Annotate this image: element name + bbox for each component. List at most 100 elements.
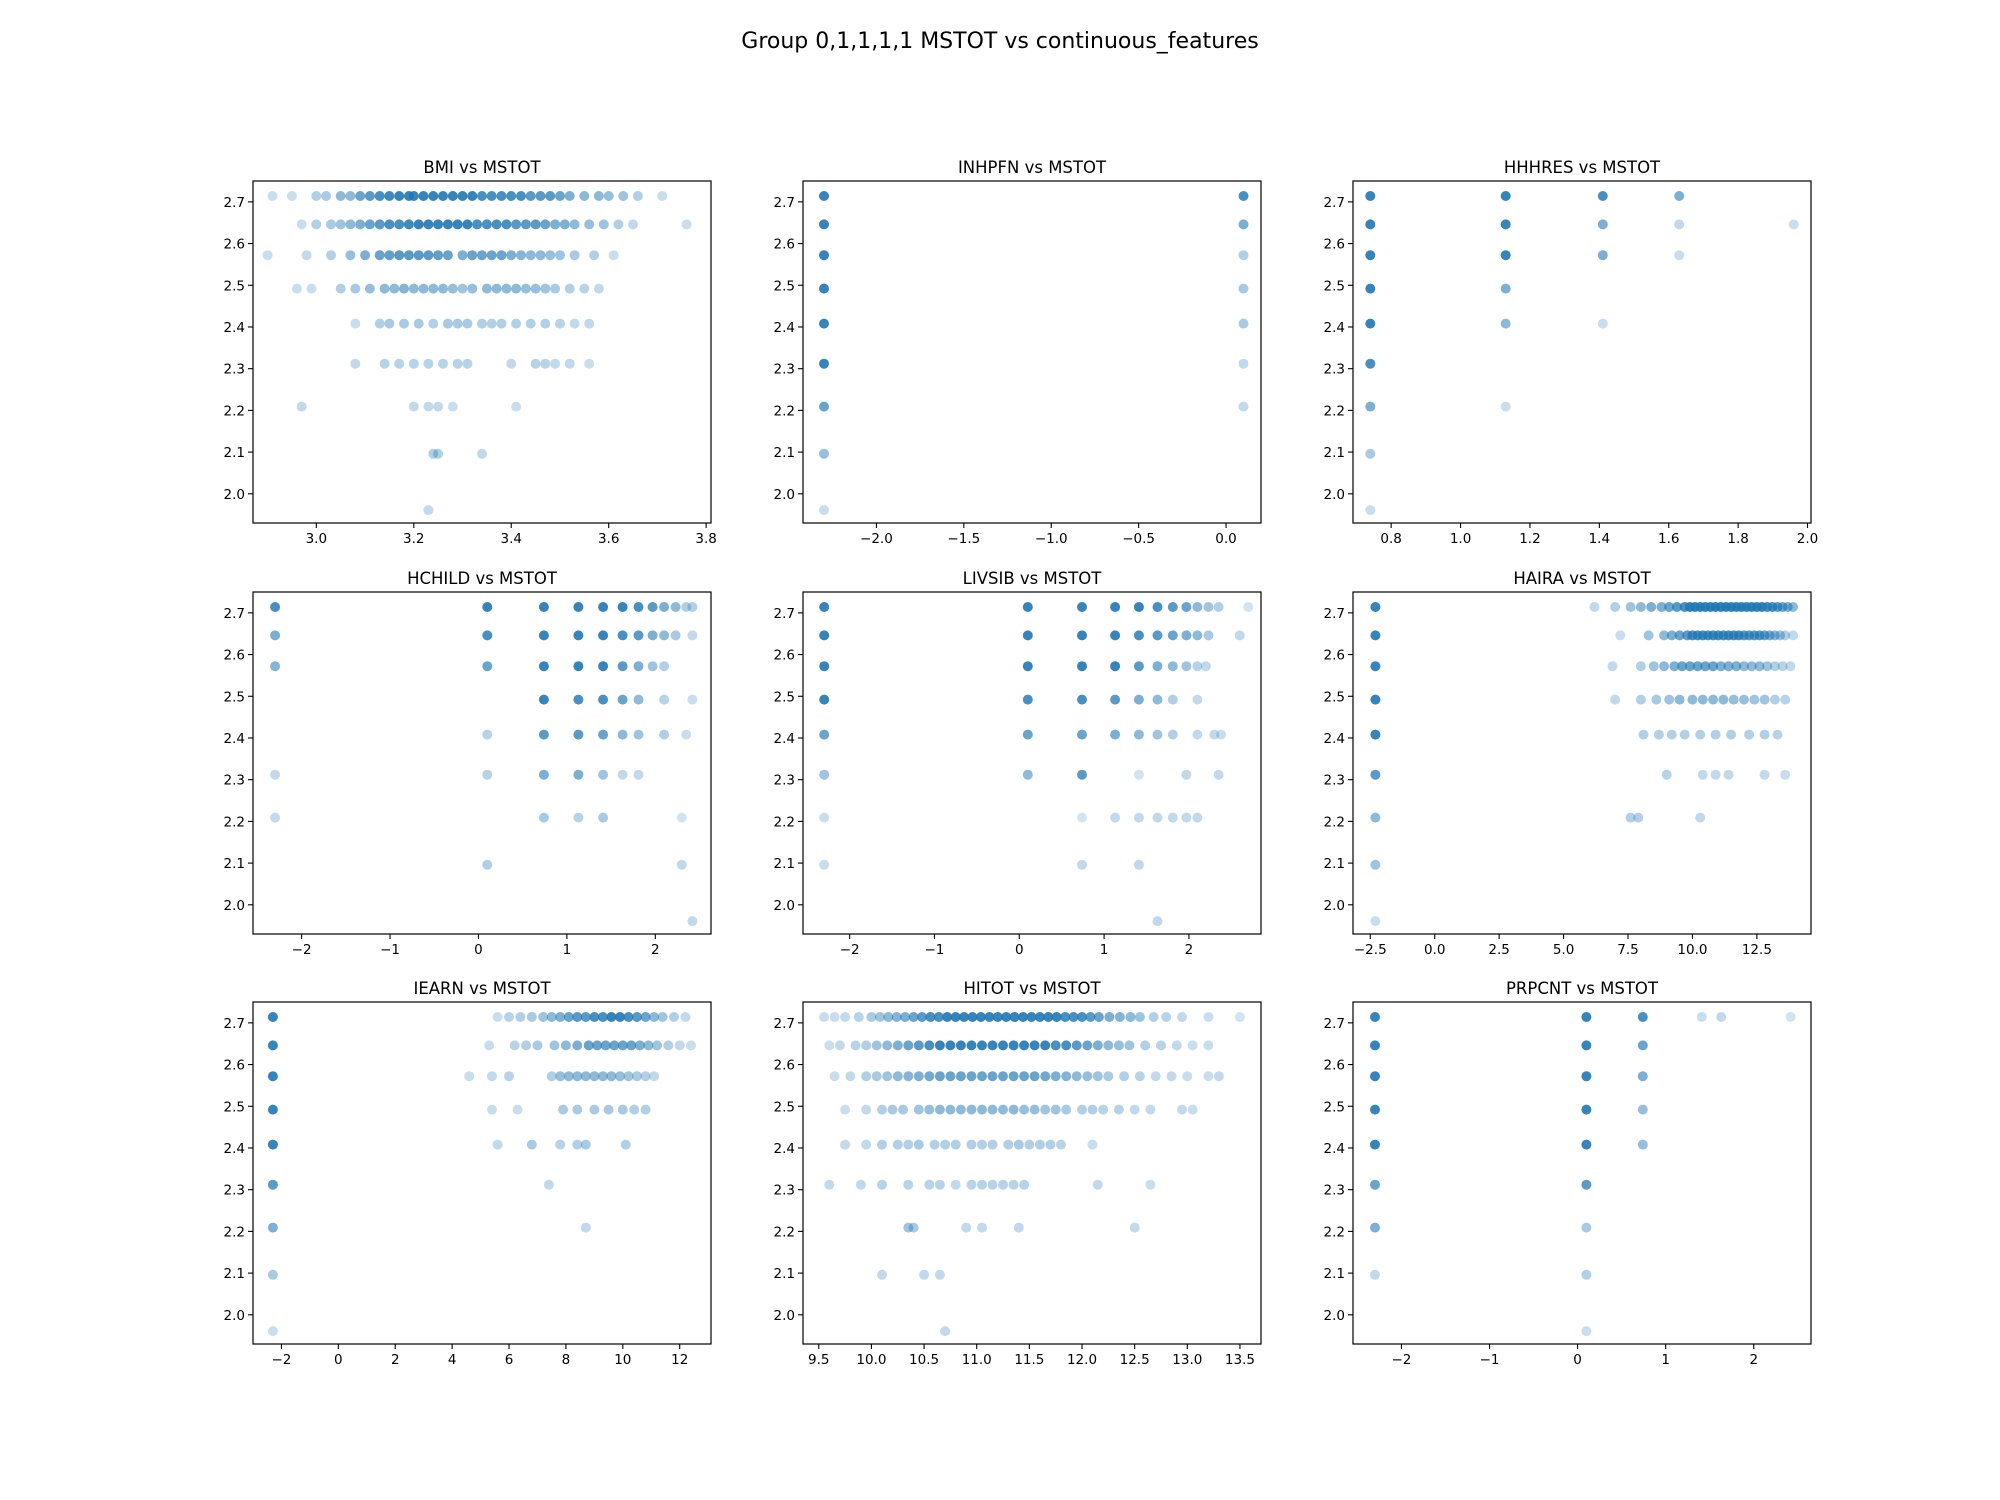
data-point (1166, 1071, 1177, 1082)
data-point (1092, 1071, 1103, 1082)
data-point (1780, 630, 1791, 641)
data-point (492, 1012, 503, 1022)
data-point (1113, 1104, 1124, 1115)
data-point (1610, 694, 1621, 705)
data-point (572, 1071, 583, 1082)
data-point (1775, 630, 1786, 641)
data-point (1133, 729, 1144, 740)
data-point (335, 219, 346, 230)
y-tick-label: 2.5 (224, 278, 245, 294)
data-point (1370, 729, 1381, 740)
data-point (670, 602, 681, 612)
data-point (1684, 661, 1695, 672)
data-point (819, 769, 830, 780)
data-point (560, 1040, 571, 1051)
data-point (913, 1104, 924, 1115)
y-tick-label: 2.3 (1324, 1183, 1345, 1199)
data-point (311, 191, 322, 201)
data-point (1082, 1071, 1093, 1082)
data-point (1148, 1012, 1159, 1022)
data-point (423, 250, 434, 261)
data-point (484, 1040, 495, 1051)
data-point (1672, 602, 1682, 612)
y-tick-label: 2.1 (224, 1266, 245, 1282)
data-point (1762, 661, 1773, 672)
data-point (819, 602, 830, 612)
x-tick-label: 12 (671, 1352, 688, 1368)
data-point (428, 448, 439, 459)
data-point (945, 1040, 956, 1051)
data-point (617, 729, 628, 740)
data-point (423, 358, 434, 369)
data-point (598, 219, 609, 230)
y-tick-label: 2.5 (1324, 278, 1345, 294)
data-point (617, 1104, 628, 1115)
data-point (413, 219, 424, 230)
subplot-8: HITOT vs MSTOT 9.5 10.0 10.5 11.0 11.5 12.0 12.… (774, 979, 1262, 1368)
data-point (481, 283, 492, 294)
data-point (987, 1071, 998, 1082)
data-point (530, 283, 541, 294)
y-tick-label: 2.5 (774, 1099, 795, 1115)
data-point (633, 729, 644, 740)
axes-frame (252, 180, 712, 524)
data-point (270, 812, 281, 823)
data-point (850, 1040, 861, 1051)
data-point (1708, 661, 1719, 672)
data-point (525, 191, 536, 201)
x-tick-label: 1 (563, 942, 572, 958)
data-point (640, 1104, 651, 1115)
data-point (345, 250, 356, 261)
data-point (887, 1104, 898, 1115)
data-point (1145, 1104, 1156, 1115)
data-point (1238, 191, 1249, 201)
data-point (924, 1071, 935, 1082)
data-point (394, 250, 405, 261)
y-tick-label: 2.1 (1324, 856, 1345, 872)
data-point (1637, 1012, 1648, 1022)
data-point (467, 250, 478, 261)
data-point (403, 219, 414, 230)
data-point (1187, 1104, 1198, 1115)
data-point (977, 1222, 987, 1233)
data-point (1697, 769, 1708, 780)
data-point (1192, 602, 1203, 612)
data-point (486, 191, 497, 201)
y-tick-label: 2.0 (774, 487, 795, 503)
data-point (819, 630, 830, 641)
data-point (1040, 1104, 1051, 1115)
data-point (1213, 769, 1224, 780)
axes-frame (1352, 591, 1812, 935)
y-tick-label: 2.1 (1324, 1266, 1345, 1282)
data-point (1785, 661, 1796, 672)
y-tick-label: 2.5 (1324, 689, 1345, 705)
data-point (559, 219, 570, 230)
data-point (1365, 401, 1376, 412)
scatter-points (819, 191, 1249, 516)
data-point (457, 283, 468, 294)
data-point (1769, 694, 1780, 705)
data-point (1769, 661, 1780, 672)
data-point (584, 219, 595, 230)
data-point (824, 1040, 835, 1051)
data-point (1110, 812, 1121, 823)
data-point (998, 1040, 1008, 1051)
data-point (659, 630, 670, 641)
data-point (462, 358, 473, 369)
data-point (467, 191, 478, 201)
data-point (1759, 769, 1770, 780)
data-point (1365, 358, 1376, 369)
data-point (940, 1326, 951, 1337)
scatter-points (819, 1012, 1245, 1337)
data-point (681, 729, 692, 740)
data-point (1022, 729, 1033, 740)
data-point (1133, 694, 1144, 705)
data-point (1182, 1071, 1193, 1082)
x-tick-label: −2 (271, 1352, 291, 1368)
data-point (819, 283, 829, 294)
x-tick-label: 0.0 (1424, 942, 1445, 958)
data-point (345, 191, 356, 201)
data-point (940, 1139, 951, 1150)
data-point (681, 219, 692, 230)
data-point (408, 191, 419, 201)
